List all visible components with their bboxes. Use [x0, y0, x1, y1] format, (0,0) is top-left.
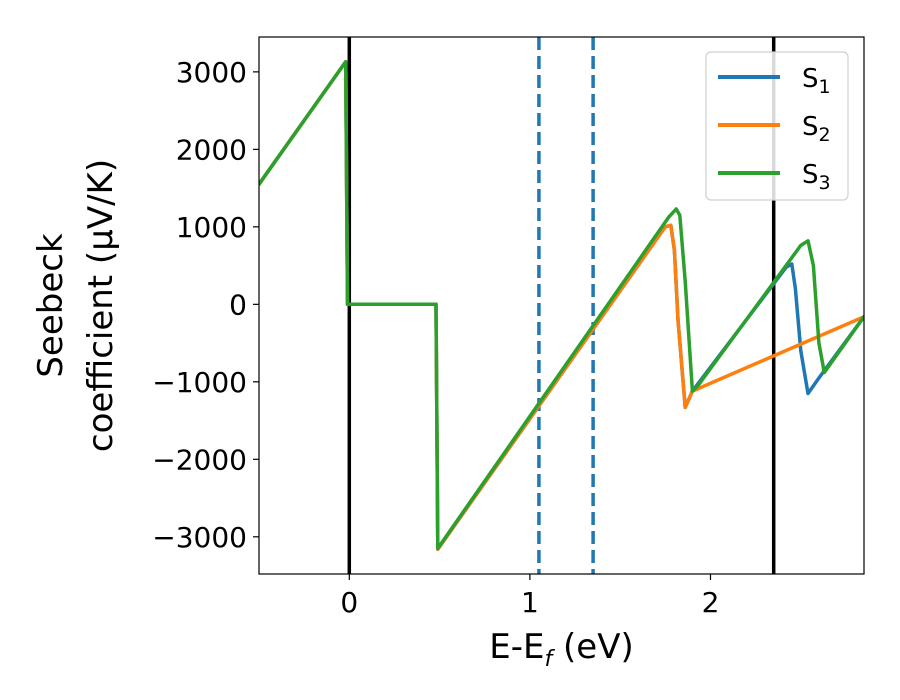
legend-label-s2: S2	[802, 112, 831, 146]
legend-label-s3: S3	[802, 160, 831, 194]
series-line-s3	[259, 60, 864, 551]
x-axis-title-unit: (eV)	[552, 627, 634, 667]
y-tick-label: −1000	[152, 366, 247, 399]
y-axis-title: Seebeck coefficient (μV/K)	[31, 159, 121, 452]
y-tick-label: −2000	[152, 443, 247, 476]
x-axis-title-main: E-E	[489, 627, 544, 667]
y-tick-label: 3000	[176, 56, 247, 89]
y-tick-label: 2000	[176, 133, 247, 166]
y-tick-label: −3000	[152, 521, 247, 554]
y-tick-label: 1000	[176, 211, 247, 244]
x-axis-title: E-Ef (eV)	[489, 627, 634, 672]
plot-area-frame	[258, 36, 865, 575]
x-tick-label: 2	[702, 586, 720, 619]
legend: S1 S2 S3	[705, 51, 849, 201]
y-axis-title-line1: Seebeck	[31, 233, 71, 378]
y-tick-label: 0	[229, 288, 247, 321]
y-axis-title-line2: coefficient (μV/K)	[81, 159, 121, 452]
x-tick-label: 1	[521, 586, 539, 619]
x-axis-title-sub: f	[544, 647, 555, 672]
x-tick-label: 0	[340, 586, 358, 619]
legend-label-s1: S1	[802, 64, 831, 98]
